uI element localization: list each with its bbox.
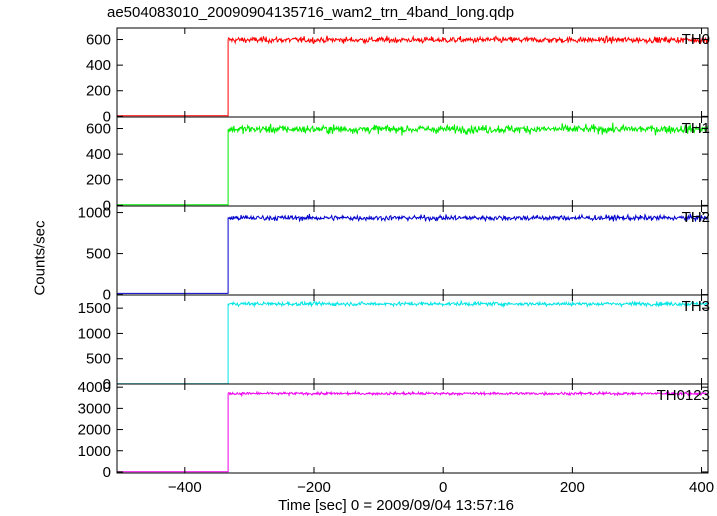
x-tick-label: 200	[560, 479, 585, 496]
series-line-th2	[117, 213, 709, 294]
y-tick-label: 400	[86, 146, 111, 163]
series-label-th1: TH1	[682, 120, 710, 137]
y-tick-label: 1500	[78, 300, 111, 317]
y-tick-label: 1000	[78, 443, 111, 460]
y-tick-label: 200	[86, 172, 111, 189]
y-tick-label: 400	[86, 57, 111, 74]
y-tick-label: 3000	[78, 400, 111, 417]
y-axis-label: Counts/sec	[31, 220, 49, 296]
panel-frame-th0123	[116, 383, 709, 474]
y-tick-label: 1000	[78, 205, 111, 222]
series-line-th0	[117, 34, 709, 117]
series-label-th0: TH0	[682, 31, 710, 48]
y-tick-label: 500	[86, 246, 111, 263]
y-tick-label: 0	[103, 197, 111, 214]
series-line-th1	[117, 122, 709, 206]
series-label-th2: TH2	[682, 209, 710, 226]
x-tick-label: −400	[168, 479, 202, 496]
y-tick-label: 200	[86, 83, 111, 100]
y-tick-label: 0	[103, 108, 111, 125]
y-tick-label: 600	[86, 121, 111, 138]
y-tick-label: 500	[86, 351, 111, 368]
x-tick-label: −200	[297, 479, 331, 496]
y-tick-label: 0	[103, 376, 111, 393]
y-tick-label: 0	[103, 464, 111, 481]
y-tick-label: 4000	[78, 379, 111, 396]
y-tick-label: 600	[86, 32, 111, 49]
series-label-th0123: TH0123	[657, 387, 710, 404]
series-line-th3	[117, 299, 709, 385]
y-tick-label: 1000	[78, 325, 111, 342]
panel-frame-th3	[116, 294, 709, 385]
x-tick-label: 400	[689, 479, 714, 496]
x-axis-label: Time [sec] 0 = 2009/09/04 13:57:16	[278, 497, 514, 514]
chart-title: ae504083010_20090904135716_wam2_trn_4ban…	[107, 4, 515, 21]
y-tick-label: 2000	[78, 422, 111, 439]
series-label-th3: TH3	[682, 298, 710, 315]
y-tick-label: 0	[103, 287, 111, 304]
x-tick-label: 0	[439, 479, 447, 496]
series-line-th0123	[117, 390, 709, 473]
